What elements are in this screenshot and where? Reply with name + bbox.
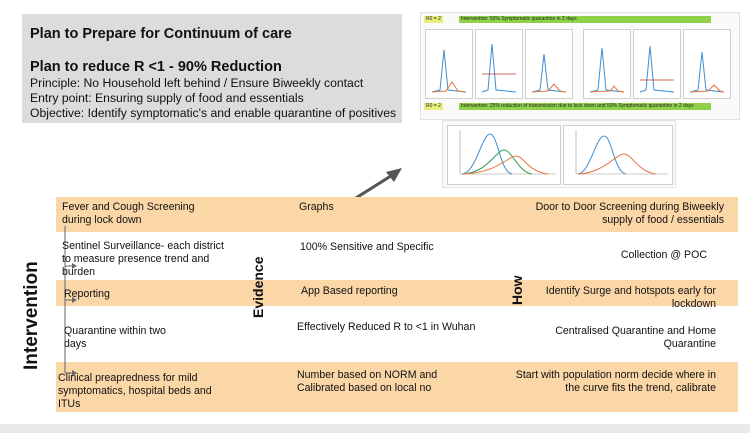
intervention-label: Intervention [21,261,42,370]
graph-panel-bottom [442,120,676,188]
projection-chart-plot [459,130,556,175]
evidence-cell: Number based on NORM and Calibrated base… [297,369,438,394]
row-band [56,197,738,232]
evidence-cell: App Based reporting [301,285,398,297]
mini-chart-plot [639,45,675,93]
mini-chart-plot [481,43,517,93]
mini-chart [425,29,473,99]
how-cell: Start with population norm decide where … [515,369,716,394]
mini-chart-plot [531,53,567,93]
graph-panel-top: R0 = 2 Intervention: 50% Symptomatic qua… [420,12,740,120]
flow-connector [64,226,77,376]
evidence-cell: Effectively Reduced R to <1 in Wuhan [297,321,476,333]
plan-title: Plan to Prepare for Continuum of care [30,26,292,42]
slide-footer-strip [0,424,750,433]
mini-chart-plot [689,51,725,93]
projection-chart [563,125,673,185]
projection-chart-plot [575,130,668,175]
mini-chart [525,29,573,99]
projection-chart [447,125,561,185]
evidence-cell: 100% Sensitive and Specific [300,241,434,253]
mini-chart [683,29,731,99]
how-cell: Identify Surge and hotspots early for lo… [545,285,716,310]
mini-chart-plot [431,49,467,93]
how-label: How [509,275,525,305]
mini-chart [583,29,631,99]
header-box: Plan to Prepare for Continuum of care Pl… [22,14,402,123]
intervention-cell: Sentinel Surveillance- each district to … [62,240,224,278]
row-band [56,362,738,412]
graph-tag-r0: R0 = 2 [424,16,443,23]
intervention-cell: Clinical preapredness for mild symptomat… [58,372,212,410]
intervention-cell: Reporting [64,288,110,300]
how-cell: Door to Door Screening during Biweekly s… [535,201,724,226]
mini-chart-plot [589,47,625,93]
entry-point-text: Entry point: Ensuring supply of food and… [30,91,304,105]
evidence-label: Evidence [250,256,266,318]
intervention-cell: Quarantine within two days [64,325,166,350]
row-band [56,280,738,306]
objective-text: Objective: Identify symptomatic's and en… [30,106,397,120]
plan-subtitle: Plan to reduce R <1 - 90% Reduction [30,59,282,75]
how-cell: Collection @ POC [620,249,707,261]
graph-tag-intervention: Intervention: 25% reduction of transmiss… [459,103,711,110]
mini-chart [475,29,523,99]
principle-text: Principle: No Household left behind / En… [30,76,364,90]
graph-tag-r0: R0 = 2 [424,103,443,110]
intervention-cell: Fever and Cough Screening during lock do… [62,201,195,226]
graph-tag-intervention: Intervention: 50% Symptomatic quarantine… [459,16,711,23]
evidence-cell: Graphs [299,201,334,213]
how-cell: Centralised Quarantine and Home Quaranti… [555,325,716,350]
mini-chart [633,29,681,99]
